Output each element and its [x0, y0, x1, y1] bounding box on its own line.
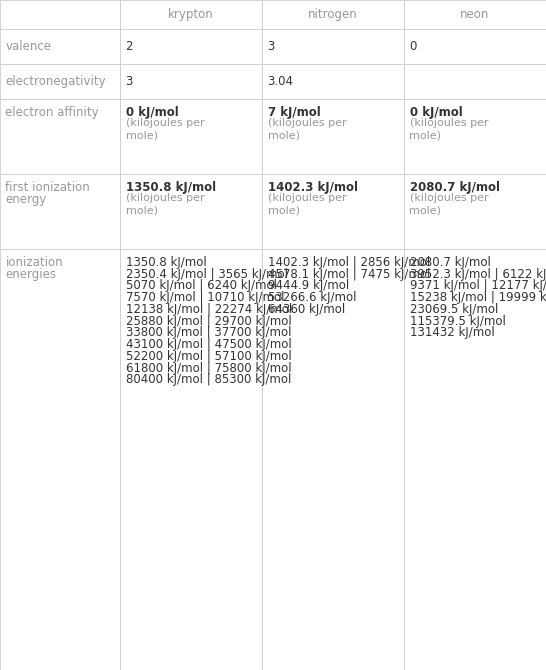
Text: first ionization: first ionization	[5, 181, 90, 194]
Bar	[0, 0, 120, 29]
Text: 1402.3 kJ/mol: 1402.3 kJ/mol	[268, 181, 358, 194]
Text: electronegativity: electronegativity	[5, 75, 106, 88]
Text: 1350.8 kJ/mol: 1350.8 kJ/mol	[126, 181, 216, 194]
Text: mole): mole)	[410, 206, 442, 216]
Text: 2080.7 kJ/mol: 2080.7 kJ/mol	[410, 256, 490, 269]
Text: 23069.5 kJ/mol: 23069.5 kJ/mol	[410, 303, 498, 316]
Bar	[262, 249, 404, 670]
Text: electron affinity: electron affinity	[5, 106, 99, 119]
Text: 1350.8 kJ/mol: 1350.8 kJ/mol	[126, 256, 206, 269]
Text: 25880 kJ/mol | 29700 kJ/mol: 25880 kJ/mol | 29700 kJ/mol	[126, 315, 292, 328]
Text: 3: 3	[126, 75, 133, 88]
Text: krypton: krypton	[168, 8, 214, 21]
Text: 3: 3	[268, 40, 275, 54]
Text: mole): mole)	[126, 206, 158, 216]
Text: valence: valence	[5, 40, 51, 54]
Text: mole): mole)	[268, 131, 300, 141]
Text: 33800 kJ/mol | 37700 kJ/mol: 33800 kJ/mol | 37700 kJ/mol	[126, 326, 291, 339]
Text: 2080.7 kJ/mol: 2080.7 kJ/mol	[410, 181, 500, 194]
Text: 3952.3 kJ/mol | 6122 kJ/mol: 3952.3 kJ/mol | 6122 kJ/mol	[410, 268, 546, 281]
Bar	[404, 249, 546, 670]
Bar	[262, 29, 404, 64]
Text: (kilojoules per: (kilojoules per	[268, 193, 346, 203]
Bar	[262, 174, 404, 249]
Bar	[404, 0, 546, 29]
Text: (kilojoules per: (kilojoules per	[410, 118, 488, 128]
Text: 43100 kJ/mol | 47500 kJ/mol: 43100 kJ/mol | 47500 kJ/mol	[126, 338, 292, 351]
Text: 12138 kJ/mol | 22274 kJ/mol: 12138 kJ/mol | 22274 kJ/mol	[126, 303, 292, 316]
Text: 80400 kJ/mol | 85300 kJ/mol: 80400 kJ/mol | 85300 kJ/mol	[126, 373, 291, 386]
Text: 0: 0	[410, 40, 417, 54]
Bar	[262, 99, 404, 174]
Text: 0 kJ/mol: 0 kJ/mol	[410, 106, 462, 119]
Text: 64360 kJ/mol: 64360 kJ/mol	[268, 303, 345, 316]
Text: 4578.1 kJ/mol | 7475 kJ/mol: 4578.1 kJ/mol | 7475 kJ/mol	[268, 268, 430, 281]
Text: 61800 kJ/mol | 75800 kJ/mol: 61800 kJ/mol | 75800 kJ/mol	[126, 362, 291, 375]
Bar	[0, 29, 120, 64]
Bar	[0, 174, 120, 249]
Text: 1402.3 kJ/mol | 2856 kJ/mol: 1402.3 kJ/mol | 2856 kJ/mol	[268, 256, 430, 269]
Text: 131432 kJ/mol: 131432 kJ/mol	[410, 326, 494, 339]
Bar	[120, 0, 262, 29]
Text: 9444.9 kJ/mol: 9444.9 kJ/mol	[268, 279, 349, 292]
Bar	[404, 174, 546, 249]
Bar	[120, 29, 262, 64]
Text: 15238 kJ/mol | 19999 kJ/mol: 15238 kJ/mol | 19999 kJ/mol	[410, 291, 546, 304]
Text: mole): mole)	[126, 131, 158, 141]
Bar	[120, 99, 262, 174]
Text: energy: energy	[5, 193, 47, 206]
Text: (kilojoules per: (kilojoules per	[126, 193, 204, 203]
Text: 2: 2	[126, 40, 133, 54]
Bar	[120, 249, 262, 670]
Text: 9371 kJ/mol | 12177 kJ/mol: 9371 kJ/mol | 12177 kJ/mol	[410, 279, 546, 292]
Text: 115379.5 kJ/mol: 115379.5 kJ/mol	[410, 315, 506, 328]
Text: neon: neon	[460, 8, 490, 21]
Bar	[120, 64, 262, 99]
Text: ionization: ionization	[5, 256, 63, 269]
Text: (kilojoules per: (kilojoules per	[410, 193, 488, 203]
Bar	[262, 0, 404, 29]
Bar	[120, 174, 262, 249]
Text: 0 kJ/mol: 0 kJ/mol	[126, 106, 179, 119]
Bar	[404, 99, 546, 174]
Text: 3.04: 3.04	[268, 75, 294, 88]
Text: nitrogen: nitrogen	[308, 8, 358, 21]
Text: 7 kJ/mol: 7 kJ/mol	[268, 106, 321, 119]
Bar	[0, 64, 120, 99]
Bar	[0, 249, 120, 670]
Text: energies: energies	[5, 268, 56, 281]
Text: 53266.6 kJ/mol: 53266.6 kJ/mol	[268, 291, 356, 304]
Text: mole): mole)	[268, 206, 300, 216]
Bar	[404, 29, 546, 64]
Text: (kilojoules per: (kilojoules per	[268, 118, 346, 128]
Text: 52200 kJ/mol | 57100 kJ/mol: 52200 kJ/mol | 57100 kJ/mol	[126, 350, 292, 362]
Bar	[262, 64, 404, 99]
Text: mole): mole)	[410, 131, 442, 141]
Bar	[0, 99, 120, 174]
Text: (kilojoules per: (kilojoules per	[126, 118, 204, 128]
Text: 2350.4 kJ/mol | 3565 kJ/mol: 2350.4 kJ/mol | 3565 kJ/mol	[126, 268, 288, 281]
Bar	[404, 64, 546, 99]
Text: 7570 kJ/mol | 10710 kJ/mol: 7570 kJ/mol | 10710 kJ/mol	[126, 291, 284, 304]
Text: 5070 kJ/mol | 6240 kJ/mol: 5070 kJ/mol | 6240 kJ/mol	[126, 279, 277, 292]
